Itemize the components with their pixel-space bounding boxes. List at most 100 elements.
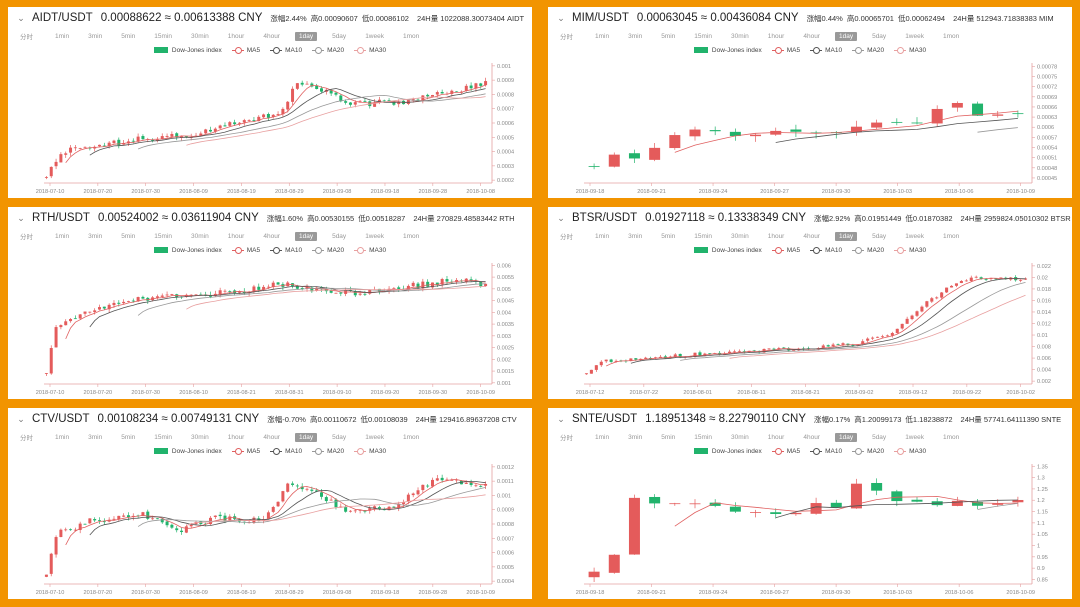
legend-item-ma5[interactable]: MA5 [231, 448, 260, 455]
timeframe-4hour[interactable]: 4hour [263, 433, 280, 441]
legend-item-dow-jones-index[interactable]: Dow-Jones index [153, 47, 222, 54]
timeframe-1day[interactable]: 1day [834, 432, 858, 442]
timeframe-5min[interactable]: 5min [121, 32, 136, 40]
legend-item-ma5[interactable]: MA5 [231, 47, 260, 54]
legend-item-dow-jones-index[interactable]: Dow-Jones index [153, 448, 222, 455]
legend-item-ma20[interactable]: MA20 [852, 448, 884, 455]
timeframe-5day[interactable]: 5day [872, 232, 887, 240]
timeframe-1min[interactable]: 1min [55, 232, 70, 240]
timeframe-1min[interactable]: 1min [595, 32, 610, 40]
timeframe-1hour[interactable]: 1hour [227, 32, 245, 40]
legend-item-ma30[interactable]: MA30 [354, 247, 386, 254]
timeframe-1day[interactable]: 1day [834, 31, 858, 41]
timeframe-1week[interactable]: 1week [365, 232, 384, 240]
timeframe-30min[interactable]: 30min [191, 232, 209, 240]
timeframe-1week[interactable]: 1week [365, 32, 384, 40]
timeframe-5min[interactable]: 5min [121, 232, 136, 240]
timeframe-3min[interactable]: 3min [628, 232, 643, 240]
legend-item-ma5[interactable]: MA5 [771, 448, 800, 455]
legend-item-ma10[interactable]: MA10 [270, 247, 302, 254]
timeframe-4hour[interactable]: 4hour [803, 433, 820, 441]
legend-item-ma30[interactable]: MA30 [894, 47, 926, 54]
timeframe-1mon[interactable]: 1mon [402, 32, 420, 40]
legend-item-ma10[interactable]: MA10 [810, 247, 842, 254]
chevron-down-icon[interactable]: ⌄ [17, 12, 25, 23]
timeframe-30min[interactable]: 30min [191, 32, 209, 40]
timeframe-3min[interactable]: 3min [88, 232, 103, 240]
legend-item-dow-jones-index[interactable]: Dow-Jones index [153, 247, 222, 254]
legend-item-ma10[interactable]: MA10 [810, 47, 842, 54]
timeframe-15min[interactable]: 15min [154, 232, 172, 240]
legend-item-ma20[interactable]: MA20 [312, 47, 344, 54]
timeframe-1week[interactable]: 1week [365, 433, 384, 441]
timeframe-5day[interactable]: 5day [332, 433, 347, 441]
timeframe-1day[interactable]: 1day [294, 31, 318, 41]
timeframe-4hour[interactable]: 4hour [263, 232, 280, 240]
timeframe-5day[interactable]: 5day [332, 32, 347, 40]
timeframe-30min[interactable]: 30min [731, 32, 749, 40]
timeframe-1week[interactable]: 1week [905, 32, 924, 40]
legend-item-dow-jones-index[interactable]: Dow-Jones index [693, 448, 762, 455]
legend-item-ma30[interactable]: MA30 [894, 448, 926, 455]
timeframe-1day[interactable]: 1day [834, 231, 858, 241]
legend-item-ma10[interactable]: MA10 [270, 47, 302, 54]
timeframe-1hour[interactable]: 1hour [767, 32, 785, 40]
timeframe-1hour[interactable]: 1hour [767, 232, 785, 240]
timeframe-分时[interactable]: 分时 [20, 34, 33, 41]
timeframe-15min[interactable]: 15min [154, 32, 172, 40]
timeframe-4hour[interactable]: 4hour [803, 232, 820, 240]
legend-item-ma5[interactable]: MA5 [231, 247, 260, 254]
timeframe-30min[interactable]: 30min [191, 433, 209, 441]
timeframe-分时[interactable]: 分时 [560, 34, 573, 41]
timeframe-15min[interactable]: 15min [694, 232, 712, 240]
legend-item-dow-jones-index[interactable]: Dow-Jones index [693, 247, 762, 254]
timeframe-分时[interactable]: 分时 [560, 435, 573, 442]
timeframe-5min[interactable]: 5min [661, 32, 676, 40]
timeframe-1min[interactable]: 1min [595, 433, 610, 441]
timeframe-3min[interactable]: 3min [628, 32, 643, 40]
timeframe-分时[interactable]: 分时 [20, 435, 33, 442]
timeframe-30min[interactable]: 30min [731, 433, 749, 441]
timeframe-1hour[interactable]: 1hour [227, 433, 245, 441]
timeframe-1week[interactable]: 1week [905, 433, 924, 441]
timeframe-15min[interactable]: 15min [154, 433, 172, 441]
chevron-down-icon[interactable]: ⌄ [17, 212, 25, 223]
timeframe-1min[interactable]: 1min [55, 32, 70, 40]
timeframe-3min[interactable]: 3min [88, 32, 103, 40]
timeframe-1day[interactable]: 1day [294, 231, 318, 241]
timeframe-5day[interactable]: 5day [872, 433, 887, 441]
chevron-down-icon[interactable]: ⌄ [17, 413, 25, 424]
chevron-down-icon[interactable]: ⌄ [557, 212, 565, 223]
legend-item-ma20[interactable]: MA20 [852, 247, 884, 254]
timeframe-3min[interactable]: 3min [88, 433, 103, 441]
timeframe-1hour[interactable]: 1hour [227, 232, 245, 240]
timeframe-1mon[interactable]: 1mon [942, 32, 960, 40]
legend-item-ma5[interactable]: MA5 [771, 47, 800, 54]
timeframe-3min[interactable]: 3min [628, 433, 643, 441]
chevron-down-icon[interactable]: ⌄ [557, 12, 565, 23]
legend-item-ma30[interactable]: MA30 [894, 247, 926, 254]
timeframe-1min[interactable]: 1min [55, 433, 70, 441]
timeframe-5min[interactable]: 5min [661, 232, 676, 240]
timeframe-1week[interactable]: 1week [905, 232, 924, 240]
legend-item-ma20[interactable]: MA20 [312, 247, 344, 254]
timeframe-5day[interactable]: 5day [872, 32, 887, 40]
legend-item-ma5[interactable]: MA5 [771, 247, 800, 254]
timeframe-1mon[interactable]: 1mon [402, 232, 420, 240]
timeframe-1hour[interactable]: 1hour [767, 433, 785, 441]
legend-item-ma10[interactable]: MA10 [270, 448, 302, 455]
legend-item-dow-jones-index[interactable]: Dow-Jones index [693, 47, 762, 54]
timeframe-1mon[interactable]: 1mon [942, 232, 960, 240]
legend-item-ma30[interactable]: MA30 [354, 47, 386, 54]
timeframe-15min[interactable]: 15min [694, 433, 712, 441]
legend-item-ma20[interactable]: MA20 [312, 448, 344, 455]
timeframe-分时[interactable]: 分时 [20, 234, 33, 241]
timeframe-30min[interactable]: 30min [731, 232, 749, 240]
timeframe-4hour[interactable]: 4hour [263, 32, 280, 40]
timeframe-5min[interactable]: 5min [661, 433, 676, 441]
timeframe-5day[interactable]: 5day [332, 232, 347, 240]
timeframe-分时[interactable]: 分时 [560, 234, 573, 241]
timeframe-1mon[interactable]: 1mon [942, 433, 960, 441]
timeframe-5min[interactable]: 5min [121, 433, 136, 441]
legend-item-ma30[interactable]: MA30 [354, 448, 386, 455]
